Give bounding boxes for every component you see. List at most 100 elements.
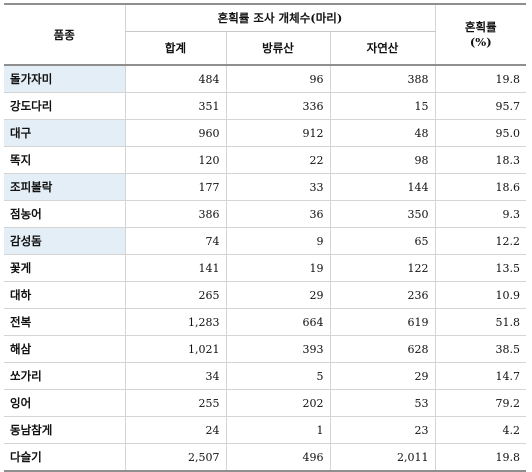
total-cell: 141 <box>124 254 226 282</box>
header-row-sub: 합계 방류산 자연산 <box>4 30 526 66</box>
survey-count-header: 혼획률 조사 개체수(마리) <box>124 3 435 32</box>
rate-cell: 4.2 <box>434 416 526 444</box>
table-row: 다슬기 2,507 496 2,011 19.8 <box>4 443 526 472</box>
total-cell: 386 <box>124 200 226 228</box>
total-cell: 1,283 <box>124 308 226 336</box>
natural-cell: 144 <box>329 173 435 201</box>
bycatch-rate-header: 혼획률 (%) <box>434 3 526 66</box>
rate-cell: 14.7 <box>434 362 526 390</box>
released-header: 방류산 <box>225 30 330 66</box>
natural-cell: 23 <box>329 416 435 444</box>
species-name-cell: 전복 <box>4 308 125 336</box>
total-cell: 2,507 <box>124 443 226 472</box>
released-cell: 1 <box>225 416 330 444</box>
total-cell: 34 <box>124 362 226 390</box>
total-cell: 24 <box>124 416 226 444</box>
natural-cell: 29 <box>329 362 435 390</box>
rate-cell: 51.8 <box>434 308 526 336</box>
table-row: 쏘가리 34 5 29 14.7 <box>4 362 526 390</box>
table-row: 똑지 120 22 98 18.3 <box>4 146 526 174</box>
rate-cell: 9.3 <box>434 200 526 228</box>
table-row: 꽃게 141 19 122 13.5 <box>4 254 526 282</box>
rate-cell: 95.0 <box>434 119 526 147</box>
released-cell: 9 <box>225 227 330 255</box>
table-row: 잉어 255 202 53 79.2 <box>4 389 526 417</box>
released-cell: 29 <box>225 281 330 309</box>
total-cell: 351 <box>124 92 226 120</box>
natural-cell: 628 <box>329 335 435 363</box>
table-header: 품종 혼획률 조사 개체수(마리) 혼획률 (%) 합계 방류산 자연산 <box>4 3 526 66</box>
species-name-cell: 잉어 <box>4 389 125 417</box>
total-cell: 177 <box>124 173 226 201</box>
released-cell: 496 <box>225 443 330 472</box>
released-cell: 19 <box>225 254 330 282</box>
released-cell: 393 <box>225 335 330 363</box>
total-cell: 265 <box>124 281 226 309</box>
rate-cell: 79.2 <box>434 389 526 417</box>
species-name-cell: 동남참게 <box>4 416 125 444</box>
table-row: 감성돔 74 9 65 12.2 <box>4 227 526 255</box>
natural-cell: 350 <box>329 200 435 228</box>
released-cell: 5 <box>225 362 330 390</box>
species-header: 품종 <box>4 3 125 66</box>
table-row: 대구 960 912 48 95.0 <box>4 119 526 147</box>
species-name-cell: 감성돔 <box>4 227 125 255</box>
rate-cell: 10.9 <box>434 281 526 309</box>
document-page: 품종 혼획률 조사 개체수(마리) 혼획률 (%) 합계 방류산 자연산 돌가자… <box>4 3 526 472</box>
rate-cell: 19.8 <box>434 443 526 472</box>
species-name-cell: 쏘가리 <box>4 362 125 390</box>
species-name-cell: 똑지 <box>4 146 125 174</box>
total-cell: 120 <box>124 146 226 174</box>
species-name-cell: 돌가자미 <box>4 65 125 93</box>
natural-cell: 48 <box>329 119 435 147</box>
natural-cell: 619 <box>329 308 435 336</box>
total-cell: 1,021 <box>124 335 226 363</box>
natural-cell: 65 <box>329 227 435 255</box>
table-row: 해삼 1,021 393 628 38.5 <box>4 335 526 363</box>
natural-cell: 122 <box>329 254 435 282</box>
rate-cell: 12.2 <box>434 227 526 255</box>
table-row: 조피볼락 177 33 144 18.6 <box>4 173 526 201</box>
table-row: 점농어 386 36 350 9.3 <box>4 200 526 228</box>
header-row-top: 품종 혼획률 조사 개체수(마리) 혼획률 (%) <box>4 3 526 66</box>
species-name-cell: 해삼 <box>4 335 125 363</box>
species-name-cell: 대하 <box>4 281 125 309</box>
species-name-cell: 꽃게 <box>4 254 125 282</box>
natural-cell: 2,011 <box>329 443 435 472</box>
released-cell: 664 <box>225 308 330 336</box>
species-name-cell: 조피볼락 <box>4 173 125 201</box>
natural-header: 자연산 <box>329 30 435 66</box>
total-cell: 960 <box>124 119 226 147</box>
total-cell: 255 <box>124 389 226 417</box>
natural-cell: 98 <box>329 146 435 174</box>
rate-cell: 38.5 <box>434 335 526 363</box>
released-cell: 336 <box>225 92 330 120</box>
table-row: 동남참게 24 1 23 4.2 <box>4 416 526 444</box>
released-cell: 912 <box>225 119 330 147</box>
released-cell: 202 <box>225 389 330 417</box>
table-row: 전복 1,283 664 619 51.8 <box>4 308 526 336</box>
natural-cell: 53 <box>329 389 435 417</box>
rate-cell: 19.8 <box>434 65 526 93</box>
bycatch-table: 품종 혼획률 조사 개체수(마리) 혼획률 (%) 합계 방류산 자연산 돌가자… <box>4 3 526 472</box>
rate-cell: 18.3 <box>434 146 526 174</box>
table-row: 돌가자미 484 96 388 19.8 <box>4 65 526 93</box>
natural-cell: 388 <box>329 65 435 93</box>
table-body: 돌가자미 484 96 388 19.8 강도다리 351 336 15 95.7 대구 960 912… <box>4 65 526 472</box>
released-cell: 33 <box>225 173 330 201</box>
bycatch-rate-title: 혼획률 <box>464 20 497 35</box>
table-row: 대하 265 29 236 10.9 <box>4 281 526 309</box>
species-name-cell: 대구 <box>4 119 125 147</box>
rate-cell: 13.5 <box>434 254 526 282</box>
natural-cell: 15 <box>329 92 435 120</box>
total-cell: 74 <box>124 227 226 255</box>
released-cell: 36 <box>225 200 330 228</box>
table-row: 강도다리 351 336 15 95.7 <box>4 92 526 120</box>
natural-cell: 236 <box>329 281 435 309</box>
released-cell: 96 <box>225 65 330 93</box>
species-name-cell: 강도다리 <box>4 92 125 120</box>
species-name-cell: 점농어 <box>4 200 125 228</box>
released-cell: 22 <box>225 146 330 174</box>
rate-cell: 18.6 <box>434 173 526 201</box>
species-name-cell: 다슬기 <box>4 443 125 472</box>
